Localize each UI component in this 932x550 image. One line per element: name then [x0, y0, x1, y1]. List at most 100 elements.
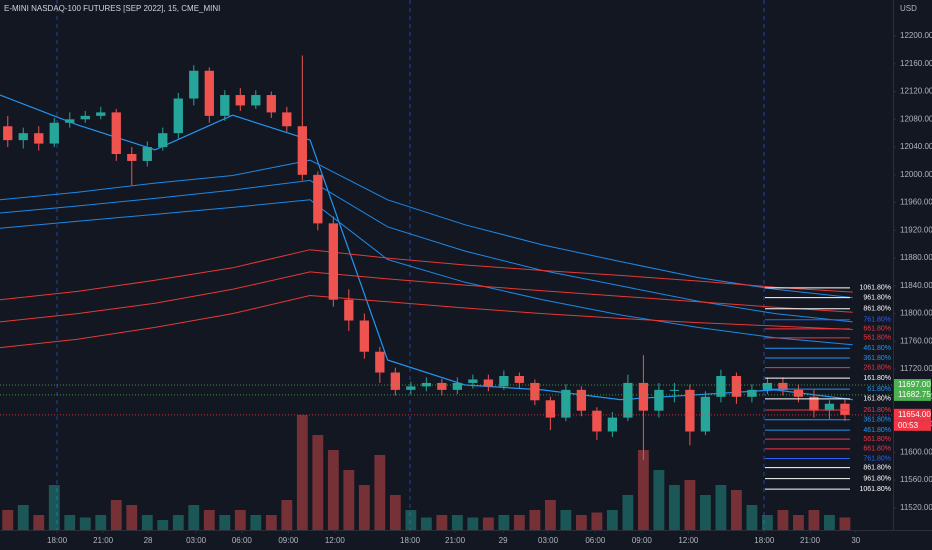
x-tick-label: 30 [851, 536, 860, 545]
candle-body [390, 372, 400, 390]
candle-body [576, 389, 587, 411]
x-tick-label: 21:00 [800, 536, 821, 545]
fib-label: 761.80% [863, 317, 891, 324]
x-tick-label: 03:00 [538, 536, 559, 545]
volume-bar [451, 515, 463, 530]
chart-title: E-MINI NASDAQ-100 FUTURES [SEP 2022], 15… [4, 4, 220, 13]
volume-bar [544, 500, 556, 530]
candle-body [18, 133, 28, 141]
volume-bar [312, 435, 324, 530]
fib-label: 861.80% [863, 306, 891, 313]
volume-bar [281, 500, 293, 530]
candle-body [111, 112, 121, 155]
volume-bar [389, 495, 401, 530]
candle-body [173, 98, 183, 134]
candle-body [514, 375, 525, 383]
volume-bar [219, 515, 231, 530]
volume-bar [358, 485, 370, 530]
volume-bar [730, 490, 742, 530]
price-tag-label: 11654.00 [898, 410, 931, 419]
volume-bar [793, 515, 804, 530]
candle-body [545, 400, 556, 418]
y-tick-label: 11880.00 [900, 253, 932, 262]
candle-body [189, 70, 199, 99]
candle-body [235, 95, 245, 106]
x-tick-label: 12:00 [325, 536, 346, 545]
moving-average [0, 249, 853, 301]
volume-bar [575, 515, 587, 530]
candle-body [406, 386, 416, 390]
candle-body [375, 351, 385, 373]
volume-bar [126, 505, 138, 530]
fib-label: 261.80% [863, 407, 891, 414]
fib-label: 261.80% [863, 365, 891, 372]
volume-bar [172, 515, 184, 530]
candle-body [297, 126, 307, 175]
volume-bar [79, 517, 91, 530]
candle-body [65, 119, 75, 123]
y-tick-label: 11960.00 [900, 198, 932, 207]
candle-body [158, 133, 168, 148]
volume-bar [188, 505, 200, 530]
volume-bar [467, 517, 479, 530]
price-tag [894, 408, 931, 421]
y-tick-label: 11840.00 [900, 281, 932, 290]
volume-bar [715, 485, 727, 530]
candle-body [96, 112, 106, 116]
x-tick-label: 18:00 [754, 536, 775, 545]
candle-body [669, 389, 680, 391]
y-tick-label: 11920.00 [900, 225, 932, 234]
volume-bar [560, 510, 572, 530]
candle-body [762, 382, 773, 390]
fib-label: 1061.80% [859, 285, 891, 292]
volume-bar [265, 515, 277, 530]
x-tick-label: 29 [499, 536, 508, 545]
fib-label: 161.80% [863, 375, 891, 382]
volume-bar [343, 470, 355, 530]
candle-body [266, 95, 276, 113]
moving-average [0, 271, 853, 323]
candle-body [623, 382, 633, 418]
candle-body [437, 382, 447, 390]
moving-average [0, 294, 853, 349]
volume-bar [529, 510, 541, 530]
volume-bar [327, 450, 339, 530]
candle-body [344, 299, 354, 321]
fib-label: 61.80% [867, 386, 891, 393]
candle-body [282, 112, 292, 127]
volume-bar [95, 515, 107, 530]
y-tick-label: 11800.00 [900, 309, 932, 318]
candle-body [747, 389, 757, 397]
candle-body [34, 133, 44, 144]
volume-bar [684, 480, 696, 530]
y-tick-label: 11720.00 [900, 364, 932, 373]
volume-bar [2, 510, 14, 530]
fib-label: 361.80% [863, 417, 891, 424]
moving-average [0, 159, 853, 299]
candle-body [499, 375, 509, 387]
volume-bar [591, 512, 603, 530]
volume-bar [746, 505, 758, 530]
volume-bar [33, 515, 45, 530]
candle-body [561, 389, 571, 418]
x-tick-label: 03:00 [186, 536, 207, 545]
candle-body [809, 396, 819, 411]
candle-body [731, 375, 742, 397]
fib-label: 1061.80% [859, 486, 891, 493]
volume-bar [498, 515, 510, 530]
candle-body [483, 379, 494, 387]
fib-label: 661.80% [863, 446, 891, 453]
volume-bar [250, 515, 262, 530]
moving-average [0, 94, 853, 401]
candle-body [3, 126, 13, 141]
y-tick-label: 12200.00 [900, 31, 932, 40]
candle-body [638, 382, 649, 411]
candle-body [359, 320, 369, 352]
y-tick-label: 12120.00 [900, 87, 932, 96]
candle-body [220, 95, 230, 116]
volume-bar [296, 415, 308, 530]
volume-bar [405, 510, 417, 530]
price-tag [894, 388, 931, 401]
fib-label: 561.80% [863, 436, 891, 443]
candle-body [793, 389, 804, 397]
